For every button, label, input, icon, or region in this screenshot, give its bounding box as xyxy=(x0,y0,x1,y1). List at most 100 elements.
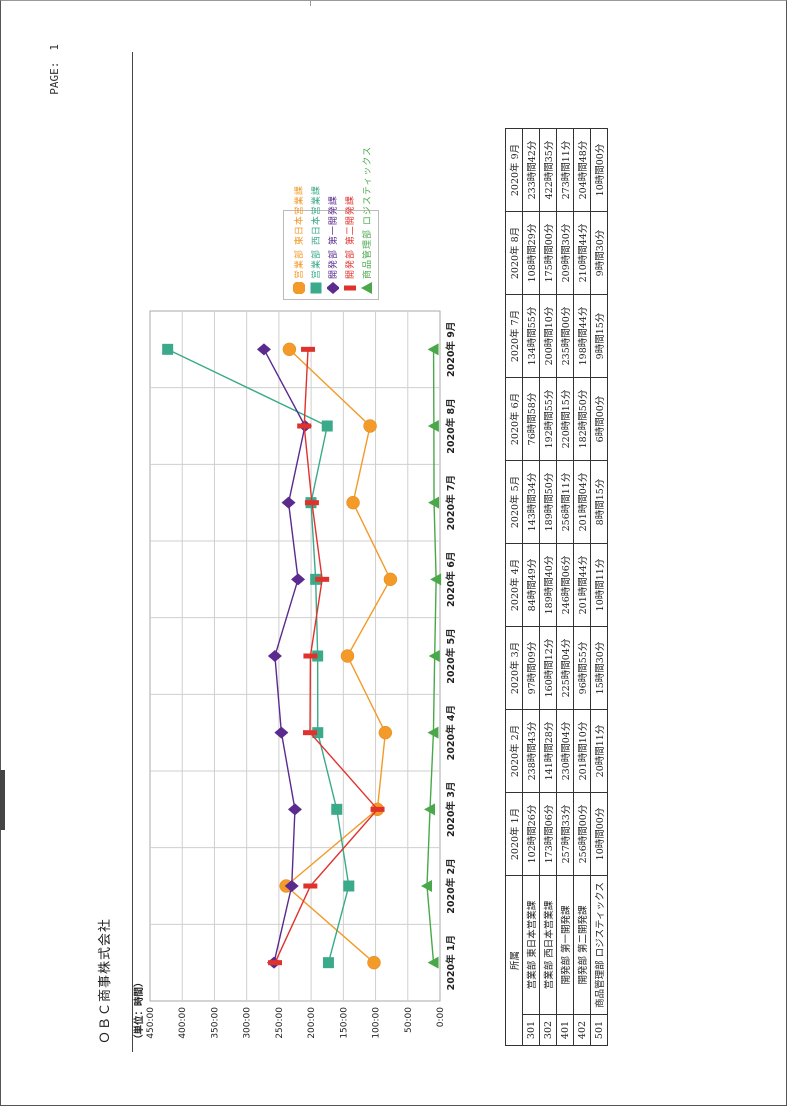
data-point xyxy=(363,419,377,433)
dept-code-cell: 302 xyxy=(539,1014,557,1046)
circle-marker-icon xyxy=(292,282,305,294)
hours-cell: 96時間55分 xyxy=(573,626,591,710)
y-tick-label: 100:00 xyxy=(372,1007,382,1039)
hours-cell: 9時間30分 xyxy=(590,211,608,295)
data-point xyxy=(267,650,282,662)
dept-name-cell: 開発部 第一開発課 xyxy=(556,875,574,1015)
series-5 xyxy=(420,343,442,969)
table-row: 501 商品管理部 ロジスティックス 10時間00分 20時間11分 15時間30分 10… xyxy=(590,128,608,1046)
hours-cell: 209時間30分 xyxy=(556,211,574,295)
legend-item: 営業部 西日本営業課 xyxy=(307,185,324,294)
data-point xyxy=(370,806,385,812)
bar-marker-icon xyxy=(343,285,356,291)
data-point xyxy=(303,653,318,659)
y-axis-label: （単位：時間） xyxy=(133,977,145,1044)
data-point xyxy=(424,803,436,816)
column-header: 2020年 6月 xyxy=(505,377,523,461)
data-point xyxy=(302,730,317,736)
hours-cell: 230時間04分 xyxy=(556,709,574,793)
hours-cell: 108時間29分 xyxy=(522,211,540,295)
data-point xyxy=(301,346,316,352)
data-point xyxy=(428,650,440,662)
legend-item: 商品管理部 ロジスティックス xyxy=(358,146,375,294)
legend-item: 営業部 東日本営業課 xyxy=(290,185,307,294)
table-header-row: 所属 2020年 1月 2020年 2月 2020年 3月 2020年 4月 2020年 … xyxy=(505,128,523,1046)
diamond-marker-icon xyxy=(326,282,339,294)
hours-cell: 160時間12分 xyxy=(539,626,557,710)
hours-cell: 10時間11分 xyxy=(590,543,608,627)
data-point xyxy=(420,880,432,892)
x-tick-label: 2020年 8月 xyxy=(445,398,457,453)
hours-cell: 10時間00分 xyxy=(590,792,608,876)
column-header: 2020年 5月 xyxy=(505,460,523,544)
column-header: 2020年 3月 xyxy=(505,626,523,710)
hours-cell: 257時間33分 xyxy=(556,792,574,876)
hours-cell: 210時間44分 xyxy=(573,211,591,295)
data-point xyxy=(297,423,312,429)
hours-cell: 189時間50分 xyxy=(539,460,557,544)
legend-marker xyxy=(292,282,305,294)
x-tick-label: 2020年 4月 xyxy=(445,705,457,760)
y-tick-label: 450:00 xyxy=(146,1007,156,1039)
hours-cell: 201時間10分 xyxy=(573,709,591,793)
hours-cell: 256時間11分 xyxy=(556,460,574,544)
legend-marker xyxy=(343,285,356,291)
x-tick-label: 2020年 1月 xyxy=(445,935,457,990)
legend-label: 開発部 第一開発課 xyxy=(329,195,339,279)
data-point xyxy=(321,420,333,432)
column-header: 2020年 7月 xyxy=(505,294,523,378)
column-header: 2020年 9月 xyxy=(505,128,523,212)
dept-code-cell: 401 xyxy=(556,1014,574,1046)
hours-cell: 143時間34分 xyxy=(522,460,540,544)
hours-cell: 141時間28分 xyxy=(539,709,557,793)
y-tick-label: 300:00 xyxy=(243,1007,253,1039)
data-point xyxy=(284,880,299,892)
hours-cell: 200時間10分 xyxy=(539,294,557,378)
hours-cell: 15時間30分 xyxy=(590,626,608,710)
hours-cell: 6時間00分 xyxy=(590,377,608,461)
column-header: 2020年 4月 xyxy=(505,543,523,627)
data-point xyxy=(162,343,174,355)
hours-cell: 97時間09分 xyxy=(522,626,540,710)
x-tick-label: 2020年 9月 xyxy=(445,322,457,377)
series-2 xyxy=(162,343,355,969)
hours-cell: 198時間44分 xyxy=(573,294,591,378)
hours-cell: 20時間11分 xyxy=(590,709,608,793)
page-number: PAGE: 1 xyxy=(48,44,61,95)
data-point xyxy=(322,957,334,969)
column-header: 2020年 1月 xyxy=(505,792,523,876)
hours-cell: 201時間44分 xyxy=(573,543,591,627)
data-point xyxy=(340,649,355,663)
legend-marker xyxy=(310,282,321,294)
chart-legend: 営業部 東日本営業課 営業部 西日本営業課 開発部 第一開発課 開発部 第二開発課 商品… xyxy=(283,146,379,300)
y-tick-label: 400:00 xyxy=(178,1007,188,1039)
data-point xyxy=(378,725,393,740)
data-point xyxy=(427,343,439,356)
y-tick-label: 150:00 xyxy=(339,1007,349,1039)
data-point xyxy=(367,955,381,970)
triangle-marker-icon xyxy=(360,282,372,294)
dept-name-cell: 営業部 東日本営業課 xyxy=(522,875,540,1015)
hours-cell: 192時間55分 xyxy=(539,377,557,461)
y-tick-label: 250:00 xyxy=(275,1007,285,1039)
hours-cell: 201時間04分 xyxy=(573,460,591,544)
hours-cell: 256時間00分 xyxy=(573,792,591,876)
column-header: 2020年 2月 xyxy=(505,709,523,793)
hours-cell: 134時間55分 xyxy=(522,294,540,378)
data-point xyxy=(427,420,439,432)
data-point xyxy=(282,342,297,357)
dept-name-cell: 営業部 西日本営業課 xyxy=(539,875,557,1015)
data-point xyxy=(343,880,355,892)
hours-cell: 182時間50分 xyxy=(573,377,591,461)
company-name: ＯＢＣ商事株式会社 xyxy=(98,917,113,1044)
hours-cell: 189時間40分 xyxy=(539,543,557,627)
x-tick-label: 2020年 5月 xyxy=(445,628,457,683)
hours-cell: 10時間00分 xyxy=(590,128,608,212)
data-point xyxy=(427,726,439,739)
data-point xyxy=(331,803,343,815)
legend-label: 商品管理部 ロジスティックス xyxy=(363,145,373,279)
legend-marker xyxy=(326,282,339,294)
hours-cell: 273時間11分 xyxy=(556,128,574,212)
square-marker-icon xyxy=(310,282,321,294)
data-table: 所属 2020年 1月 2020年 2月 2020年 3月 2020年 4月 2020年 … xyxy=(505,128,608,1046)
